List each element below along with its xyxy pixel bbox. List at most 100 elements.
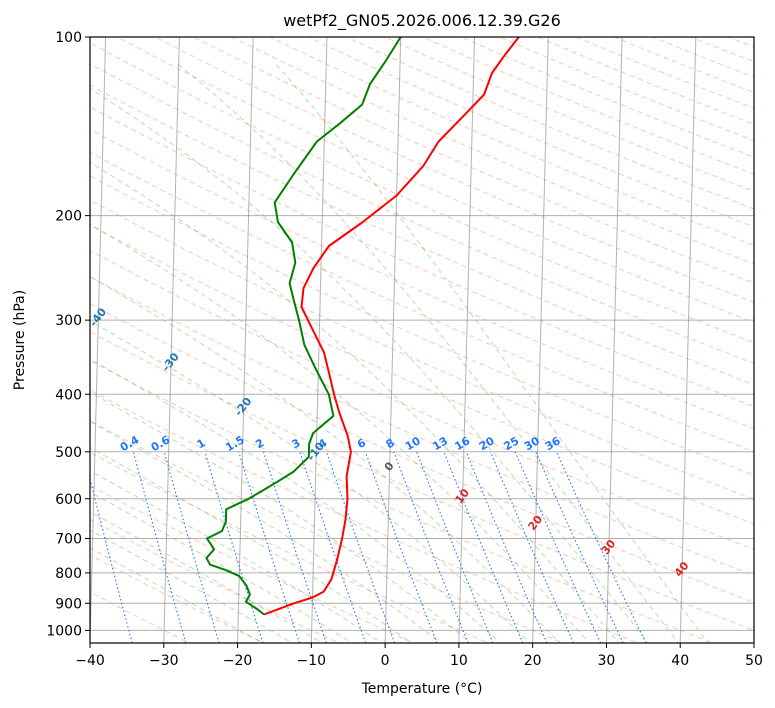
- dry-adiabat: [727, 37, 754, 48]
- mixing-ratio-label: 0.4: [118, 433, 142, 454]
- dry-adiabat: [770, 24, 775, 646]
- moist-adiabat: [90, 547, 264, 643]
- mixing-ratio-line: [489, 451, 575, 643]
- mixing-ratio-line: [299, 451, 367, 643]
- dry-adiabat: [268, 37, 754, 246]
- dry-adiabat: [90, 484, 415, 643]
- mixing-ratio-lines: [90, 451, 647, 643]
- dry-adiabat: [536, 37, 754, 125]
- isotherm-line: [237, 37, 254, 643]
- moist-adiabat: [90, 320, 531, 643]
- x-tick-label: 20: [524, 653, 542, 669]
- dry-adiabat: [307, 37, 754, 228]
- isotherm-label: -50: [14, 261, 37, 285]
- pressure-grid: [90, 37, 754, 631]
- chart-title: wetPf2_GN05.2026.006.12.39.G26: [283, 11, 561, 31]
- isotherm-line: [753, 623, 754, 643]
- isotherm-label: -20: [232, 395, 255, 419]
- y-axis-label: Pressure (hPa): [12, 290, 28, 390]
- moist-adiabat: [90, 275, 561, 643]
- plot-frame: [89, 36, 755, 644]
- mixing-ratio-line: [262, 451, 327, 643]
- moist-adiabat: [90, 491, 353, 643]
- profile-series: [205, 37, 520, 616]
- x-tick-label: 30: [598, 653, 616, 669]
- isotherm-line: [458, 37, 476, 643]
- x-tick-label: −40: [75, 653, 105, 669]
- dry-adiabat: [90, 303, 754, 604]
- mixing-ratio-label: 6: [355, 436, 368, 451]
- dry-adiabat: [90, 199, 754, 500]
- x-tick-label: 0: [381, 653, 390, 669]
- y-tick-label: 300: [55, 313, 82, 329]
- isotherm-line: [384, 37, 402, 643]
- moist-adiabat: [90, 223, 591, 643]
- mixing-ratio-line: [132, 451, 187, 643]
- y-tick-label: 400: [55, 387, 82, 403]
- dry-adiabat: [90, 420, 565, 643]
- y-tick-label: 1000: [46, 623, 82, 639]
- dry-adiabat: [90, 63, 754, 364]
- mixing-ratio-line: [90, 476, 133, 643]
- mixing-ratio-label: 3: [289, 436, 302, 451]
- y-tick-label: 800: [55, 566, 82, 582]
- dry-adiabat: [90, 389, 640, 643]
- isotherm-label: 20: [526, 513, 546, 533]
- mixing-ratio-label: 10: [403, 434, 423, 453]
- isotherm-line: [532, 37, 549, 643]
- x-tick-label: −10: [297, 653, 327, 669]
- x-tick-label: 10: [450, 653, 468, 669]
- dry-adiabat: [154, 37, 754, 304]
- isotherm-line: [310, 37, 328, 643]
- mixing-ratio-line: [238, 451, 301, 643]
- x-tick-label: 40: [671, 653, 689, 669]
- dry-adiabat: [383, 37, 754, 192]
- mixing-ratio-label: 0.1: [21, 433, 44, 454]
- dry-adiabat: [90, 250, 754, 550]
- mixing-ratio-label: 16: [453, 434, 473, 453]
- x-tick-label: 50: [745, 653, 763, 669]
- dewpoint-profile: [205, 37, 402, 616]
- dry-adiabat: [650, 37, 754, 78]
- dry-adiabat: [116, 37, 754, 323]
- x-axis-label: Temperature (°C): [361, 681, 483, 697]
- y-tick-label: 200: [55, 209, 82, 225]
- y-tick-label: 700: [55, 532, 82, 548]
- mixing-ratio-line: [204, 451, 264, 643]
- moist-adiabat: [90, 470, 383, 643]
- mixing-ratio-label: 20: [477, 434, 497, 453]
- dry-adiabat: [90, 224, 754, 525]
- mixing-ratio-label: 25: [502, 434, 522, 453]
- y-axis-ticks: 100 200 300 400 500 600 700 800 900 1000: [46, 30, 90, 639]
- x-tick-label: −30: [149, 653, 179, 669]
- moist-adiabat: [90, 529, 294, 643]
- dry-adiabat: [574, 37, 754, 109]
- dry-adiabat: [90, 276, 754, 577]
- moist-adiabat: [90, 358, 502, 643]
- dry-adiabat: [689, 37, 754, 63]
- y-tick-label: 100: [55, 30, 82, 46]
- mixing-ratio-line: [416, 451, 494, 643]
- dry-adiabat: [90, 452, 490, 643]
- y-tick-label: 500: [55, 445, 82, 461]
- dry-adiabat: [421, 37, 754, 175]
- plot-area: 0.10.20.40.611.52346810131620253036-100-…: [14, 24, 775, 646]
- isotherm-line: [163, 37, 180, 643]
- mixing-ratio-line: [325, 451, 396, 643]
- moist-adiabat: [90, 391, 472, 643]
- mixing-ratio-label: 1: [195, 436, 208, 451]
- isotherm-line: [679, 37, 697, 643]
- isotherm-line: [605, 37, 623, 643]
- isotherm-label: 10: [452, 486, 472, 506]
- temperature-profile: [263, 37, 520, 616]
- y-tick-label: 600: [55, 492, 82, 508]
- isotherm-line: [90, 37, 107, 643]
- mixing-ratio-line: [364, 451, 438, 643]
- y-tick-label: 900: [55, 596, 82, 612]
- moist-adiabat: [174, 61, 679, 643]
- mixing-ratio-line: [443, 451, 524, 643]
- mixing-ratio-line: [163, 451, 220, 643]
- isotherm-label: 30: [599, 537, 619, 557]
- mixing-ratio-line: [393, 451, 469, 643]
